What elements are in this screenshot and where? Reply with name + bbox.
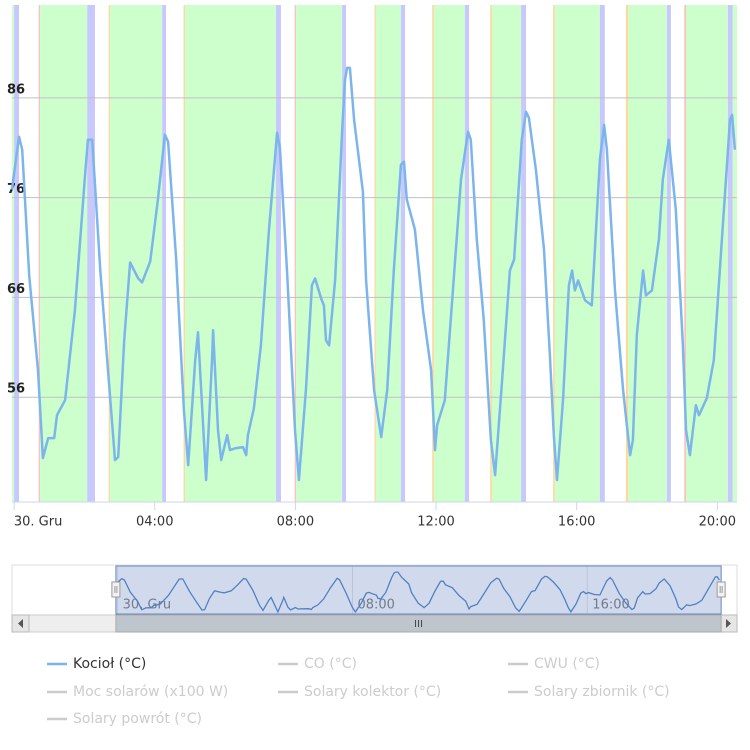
plot-band (491, 5, 522, 502)
x-tick-label: 12:00 (417, 515, 454, 530)
y-tick-label: 76 (7, 182, 25, 197)
plot-band (14, 5, 20, 502)
plot-band (38, 5, 41, 502)
legend-item[interactable]: Solary zbiornik (°C) (534, 684, 670, 700)
navigator-handle[interactable] (111, 581, 121, 598)
plot-band (625, 5, 629, 502)
plot-band (732, 5, 737, 502)
plot-band (276, 5, 281, 502)
x-tick-label: 08:00 (277, 515, 314, 530)
legend-item[interactable]: Kocioł (°C) (73, 656, 146, 672)
y-tick-label: 86 (7, 82, 25, 97)
navigator-selection (115, 565, 722, 615)
plot-band (553, 5, 555, 502)
plot-band (184, 5, 277, 502)
plot-band (110, 5, 163, 502)
plot-band (87, 5, 95, 502)
navigator-line (115, 571, 720, 614)
plot-band (433, 5, 465, 502)
x-tick-label: 04:00 (136, 515, 173, 530)
plot-band (375, 5, 401, 502)
plot-band (432, 5, 434, 502)
legend-item[interactable]: CWU (°C) (534, 656, 600, 672)
plot-band (183, 5, 185, 502)
plot-band (400, 5, 406, 502)
arrow-icon (18, 619, 23, 628)
plot-band (490, 5, 492, 502)
plot-band (342, 5, 347, 502)
navigator-tick-label: 08:00 (357, 598, 394, 613)
plot-band (667, 5, 671, 502)
legend-item[interactable]: CO (°C) (304, 656, 357, 672)
plot-band (684, 5, 687, 502)
navigator-tick-label: 30. Gru (123, 598, 171, 613)
x-tick-label: 20:00 (699, 515, 736, 530)
legend-item[interactable]: Solary powrót (°C) (73, 711, 202, 727)
navigator-tick-label: 16:00 (592, 598, 629, 613)
navigator-handle[interactable] (716, 581, 726, 598)
plot-band (727, 5, 733, 502)
plot-band (12, 5, 15, 502)
y-tick-label: 56 (7, 382, 25, 397)
navigator-frame (11, 564, 738, 616)
data-line (10, 66, 737, 482)
plot-band (108, 5, 111, 502)
legend-item[interactable]: Solary kolektor (°C) (304, 684, 441, 700)
plot-band (599, 5, 605, 502)
plot-band (374, 5, 376, 502)
legend-item[interactable]: Moc solarów (x100 W) (73, 684, 228, 700)
arrow-icon (726, 619, 731, 628)
plot-band (162, 5, 167, 502)
x-tick-label: 16:00 (558, 515, 595, 530)
plot-band (294, 5, 297, 502)
y-tick-label: 66 (7, 282, 25, 297)
x-tick-label: 30. Gru (14, 515, 62, 530)
plot-band (464, 5, 470, 502)
plot-band (521, 5, 527, 502)
